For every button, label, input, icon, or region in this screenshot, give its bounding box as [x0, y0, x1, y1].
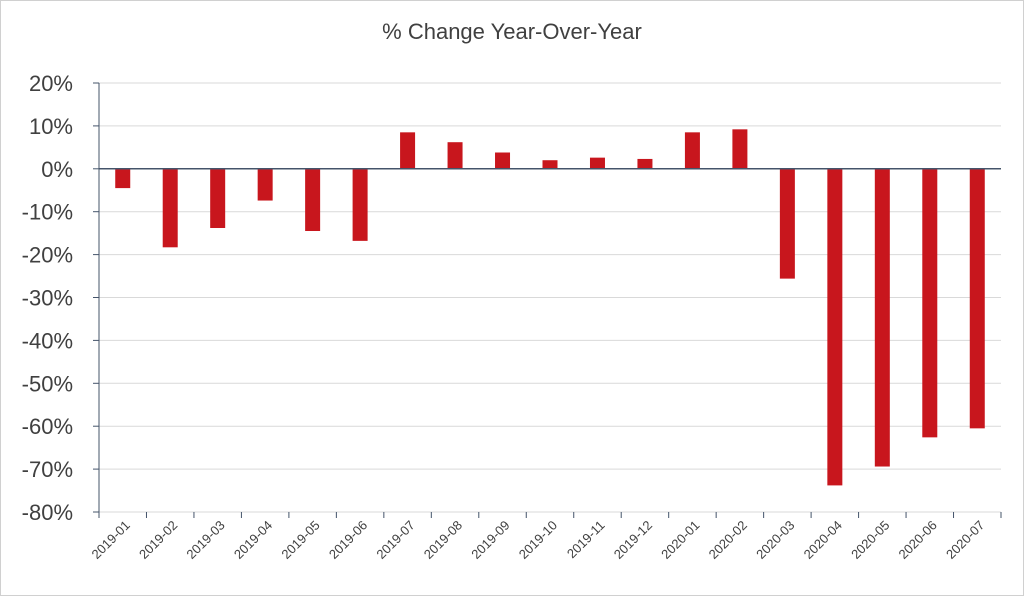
bar-2020-06: [922, 168, 938, 438]
x-axis: 2019-01 2019-02 2019-03 2019-04 2019-05 2019-…: [89, 168, 1002, 562]
x-tick-label: 2019-07: [373, 518, 417, 562]
x-tick-label: 2019-12: [611, 518, 655, 562]
y-tick-label: -60%: [22, 414, 73, 439]
bar-2020-07: [969, 168, 985, 429]
x-tick-label: 2019-09: [468, 518, 512, 562]
bar-2020-05: [874, 168, 890, 467]
bar-2020-02: [732, 129, 748, 169]
bar-2020-03: [779, 168, 795, 279]
bar-2019-12: [637, 158, 653, 169]
y-tick-label: 10%: [29, 114, 73, 139]
bar-2019-02: [162, 168, 178, 248]
x-tick-label: 2020-06: [896, 518, 940, 562]
bar-2019-07: [400, 132, 416, 169]
y-tick-label: 20%: [29, 71, 73, 96]
x-tick-label: 2019-11: [564, 518, 608, 562]
bar-2019-10: [542, 160, 558, 169]
bar-2019-04: [257, 168, 273, 201]
x-tick-label: 2019-08: [421, 518, 465, 562]
bar-2019-03: [210, 168, 226, 229]
bars: [115, 129, 985, 486]
y-axis: 20% 10% 0% -10% -20% -30% -40% -50% -60% -70% -80%: [22, 71, 100, 525]
bar-2019-01: [115, 168, 131, 189]
y-tick-label: -50%: [22, 371, 73, 396]
x-tick-label: 2019-01: [89, 518, 133, 562]
x-tick-label: 2020-04: [801, 518, 845, 562]
x-tick-label: 2020-07: [943, 518, 987, 562]
y-tick-label: -10%: [22, 200, 73, 225]
x-tick-label: 2020-01: [658, 518, 702, 562]
gridlines: [99, 82, 1001, 513]
y-tick-label: 0%: [41, 157, 73, 182]
chart-title: % Change Year-Over-Year: [382, 19, 642, 44]
x-tick-label: 2020-02: [706, 518, 750, 562]
x-tick-label: 2020-03: [753, 518, 797, 562]
x-tick-label: 2019-06: [326, 518, 370, 562]
bar-2019-09: [495, 152, 511, 169]
bar-2019-06: [352, 168, 368, 241]
y-tick-label: -30%: [22, 286, 73, 311]
x-tick-label: 2019-02: [136, 518, 180, 562]
x-tick-label: 2020-05: [848, 518, 892, 562]
y-tick-label: -20%: [22, 243, 73, 268]
bar-2019-11: [589, 157, 605, 169]
x-tick-label: 2019-05: [278, 518, 322, 562]
x-tick-label: 2019-04: [231, 518, 275, 562]
bar-2020-01: [684, 132, 700, 169]
bar-2019-08: [447, 142, 463, 169]
x-tick-label: 2019-03: [183, 518, 227, 562]
bar-2020-04: [827, 168, 843, 486]
bar-2019-05: [305, 168, 321, 232]
y-tick-label: -80%: [22, 500, 73, 525]
y-tick-label: -40%: [22, 328, 73, 353]
y-tick-label: -70%: [22, 457, 73, 482]
x-tick-label: 2019-10: [516, 518, 560, 562]
